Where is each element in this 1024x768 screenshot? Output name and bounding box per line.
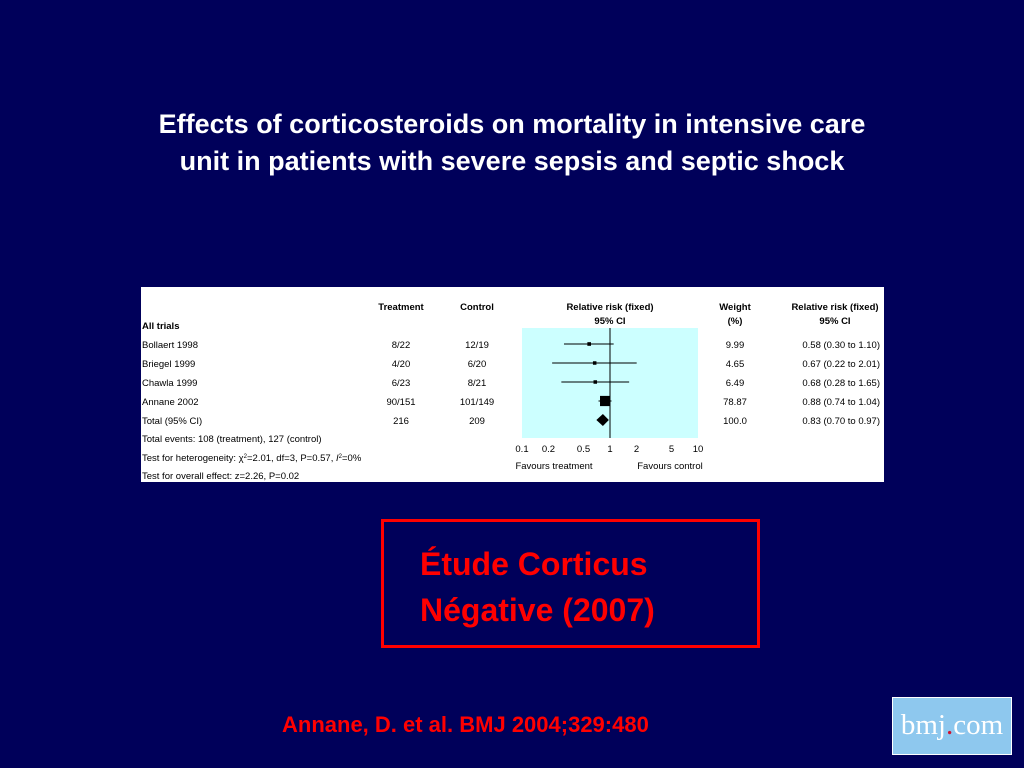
row-treatment: 4/20	[392, 359, 411, 370]
row-study-name: Chawla 1999	[142, 378, 197, 389]
row-ci-text: 0.68 (0.28 to 1.65)	[802, 378, 880, 389]
logo-com: com	[953, 709, 1004, 741]
row-control: 8/21	[468, 378, 487, 389]
forest-plot-svg: Treatment Control Relative risk (fixed) …	[142, 302, 880, 482]
conclusion-box: Étude Corticus Négative (2007)	[381, 519, 760, 648]
slide-title: Effects of corticosteroids on mortality …	[30, 106, 994, 180]
point-estimate	[600, 395, 611, 407]
x-tick-label: 0.5	[577, 444, 590, 455]
favours-treatment-label: Favours treatment	[515, 461, 592, 472]
slide-title-line-1: Effects of corticosteroids on mortality …	[158, 109, 866, 139]
row-control: 101/149	[460, 397, 494, 408]
group-label: All trials	[142, 321, 180, 332]
x-tick-label: 10	[693, 444, 704, 455]
row-weight: 4.65	[726, 359, 745, 370]
favours-control-label: Favours control	[637, 461, 702, 472]
x-tick-label: 0.2	[542, 444, 555, 455]
header-rr-ci: 95% CI	[594, 316, 625, 327]
row-weight: 9.99	[726, 340, 745, 351]
x-tick-label: 1	[607, 444, 612, 455]
x-tick-label: 2	[634, 444, 639, 455]
x-tick-label: 0.1	[515, 444, 528, 455]
row-treatment: 216	[393, 416, 409, 427]
header-weight: Weight	[719, 302, 751, 313]
row-treatment: 90/151	[386, 397, 415, 408]
header-treatment: Treatment	[378, 302, 424, 313]
conclusion-line-2: Négative (2007)	[420, 592, 655, 628]
row-control: 209	[469, 416, 485, 427]
slide-title-line-2: unit in patients with severe sepsis and …	[179, 146, 845, 176]
row-control: 6/20	[468, 359, 487, 370]
logo-bmj: bmj	[900, 709, 946, 741]
row-weight: 6.49	[726, 378, 745, 389]
row-ci-text: 0.88 (0.74 to 1.04)	[802, 397, 880, 408]
header-weight-unit: (%)	[728, 316, 743, 327]
row-study-name: Annane 2002	[142, 397, 199, 408]
row-study-name: Total (95% CI)	[142, 416, 202, 427]
point-estimate	[592, 361, 597, 365]
footer-heterogeneity: Test for heterogeneity: χ2=2.01, df=3, P…	[142, 453, 362, 464]
row-study-name: Bollaert 1998	[142, 340, 198, 351]
row-ci-text: 0.58 (0.30 to 1.10)	[802, 340, 880, 351]
conclusion-line-1: Étude Corticus	[420, 546, 648, 582]
header-rr-value: Relative risk (fixed)	[791, 302, 878, 313]
footer-overall-effect: Test for overall effect: z=2.26, P=0.02	[142, 471, 299, 482]
row-study-name: Briegel 1999	[142, 359, 195, 370]
row-weight: 100.0	[723, 416, 747, 427]
point-estimate	[593, 380, 598, 384]
row-ci-text: 0.67 (0.22 to 2.01)	[802, 359, 880, 370]
total-diamond	[596, 414, 609, 426]
logo-dot: .	[945, 709, 954, 741]
bmj-logo: bmj.com	[892, 697, 1012, 755]
footer-events: Total events: 108 (treatment), 127 (cont…	[142, 434, 322, 445]
row-treatment: 8/22	[392, 340, 411, 351]
forest-plot: Treatment Control Relative risk (fixed) …	[141, 287, 884, 482]
row-ci-text: 0.83 (0.70 to 0.97)	[802, 416, 880, 427]
row-weight: 78.87	[723, 397, 747, 408]
header-control: Control	[460, 302, 494, 313]
point-estimate	[587, 342, 591, 346]
row-treatment: 6/23	[392, 378, 411, 389]
x-tick-label: 5	[669, 444, 674, 455]
header-rr-title: Relative risk (fixed)	[566, 302, 653, 313]
header-rr-value-ci: 95% CI	[819, 316, 850, 327]
citation: Annane, D. et al. BMJ 2004;329:480	[282, 712, 649, 737]
row-control: 12/19	[465, 340, 489, 351]
